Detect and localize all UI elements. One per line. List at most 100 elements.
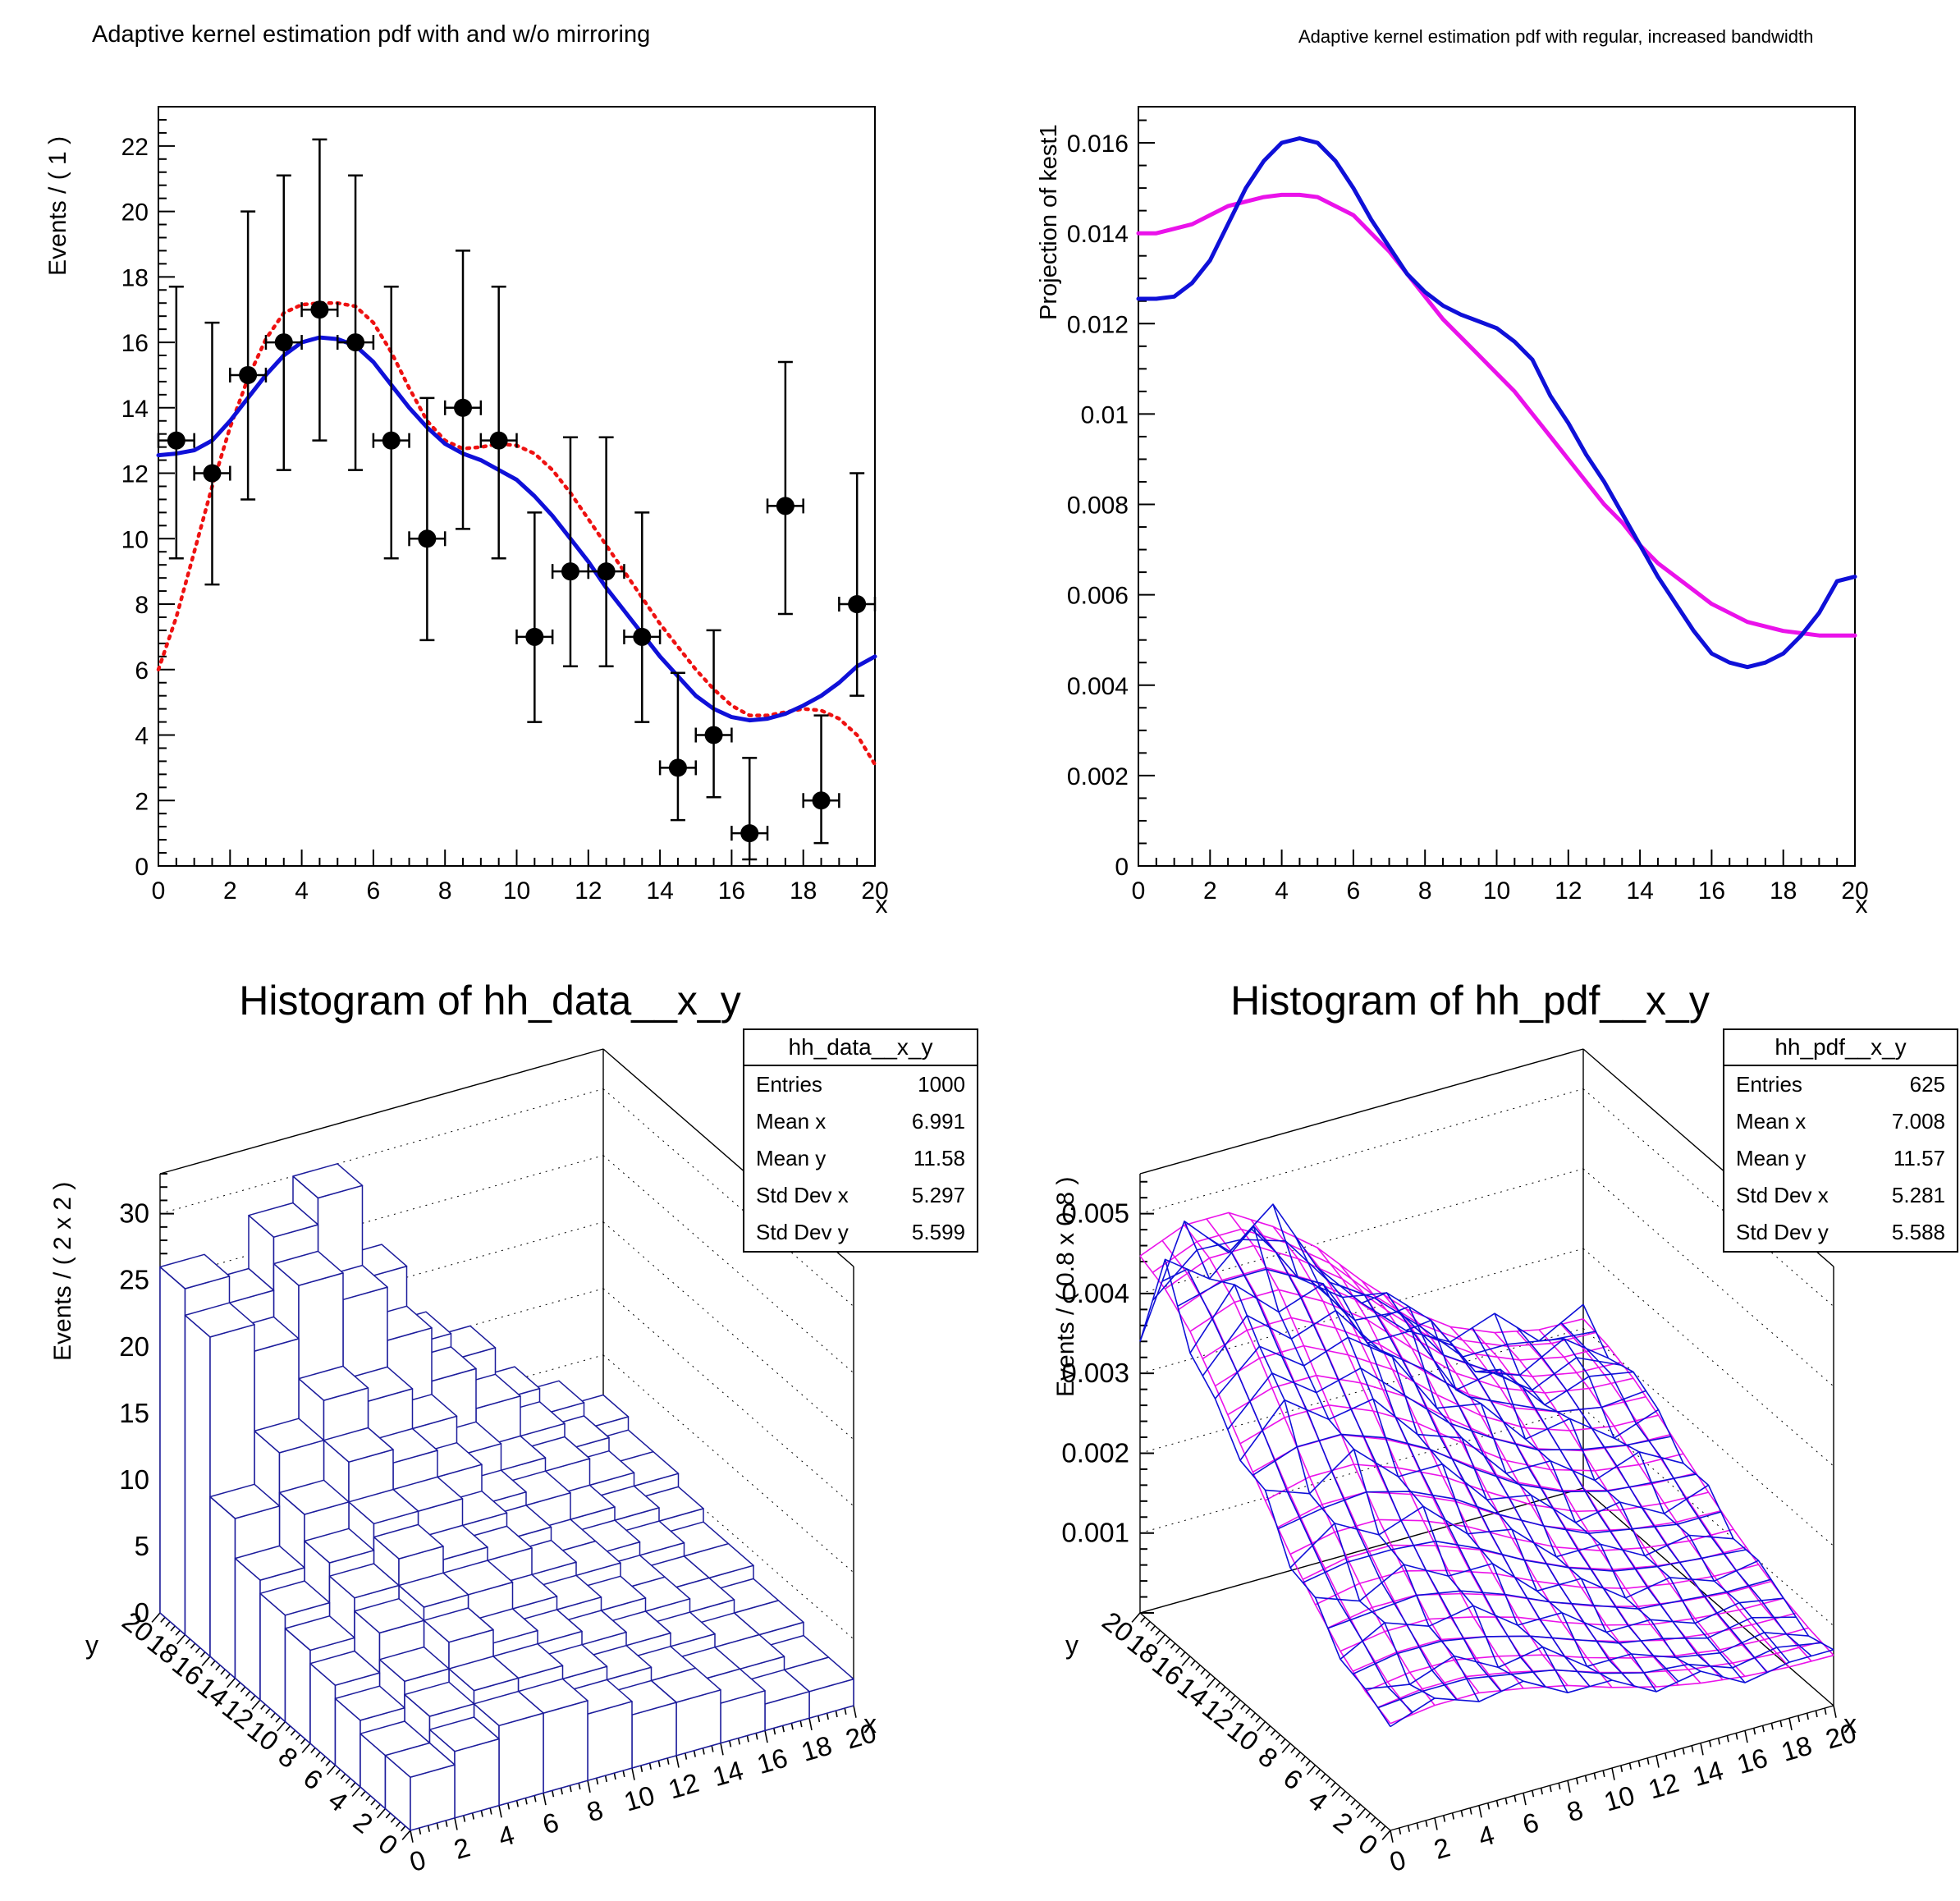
x-tick-label: 16: [753, 1743, 790, 1780]
z-tick-label: 25: [119, 1265, 149, 1295]
data-marker: [812, 791, 831, 810]
x-tick-label: 14: [1689, 1755, 1726, 1793]
pad4-title: Histogram of hh_pdf__x_y: [1230, 978, 1710, 1024]
y-tick-label: 6: [298, 1762, 328, 1795]
y-tick-label: 22: [121, 134, 149, 161]
z-tick-label: 15: [119, 1398, 149, 1428]
y-tick-label: 14: [121, 396, 149, 423]
data-marker: [633, 627, 652, 646]
x-tick-label: 10: [503, 877, 530, 905]
stats-label-std-y: Std Dev y: [1736, 1220, 1829, 1244]
x-tick-label: 4: [1275, 877, 1289, 905]
stats-value-entries: 625: [1909, 1072, 1945, 1097]
stats-label-std-x: Std Dev x: [1736, 1183, 1829, 1207]
pad3-x-axis-title: x: [863, 1709, 877, 1738]
x-tick-label: 8: [1418, 877, 1432, 905]
y-tick-label: 2: [1328, 1806, 1358, 1839]
y-tick-label: 10: [121, 526, 149, 553]
y-tick-label: 0.016: [1067, 131, 1129, 158]
data-marker: [167, 431, 185, 450]
x-axis: 0 2 4 6 8 10 12 14 16 18 20: [152, 850, 889, 905]
pad4-y-axis-title: y: [1065, 1630, 1078, 1660]
y-tick-label: 6: [135, 657, 149, 685]
x-tick-label: 4: [295, 877, 309, 905]
stats-title: hh_pdf__x_y: [1724, 1030, 1957, 1066]
data-marker: [776, 497, 795, 515]
y-tick-label: 0: [135, 854, 149, 881]
x-tick-label: 0: [406, 1844, 429, 1878]
data-marker: [597, 562, 616, 581]
stats-label-mean-x: Mean x: [1736, 1109, 1807, 1134]
x-tick-label: 0: [1386, 1844, 1409, 1878]
x-tick-label: 18: [1770, 877, 1797, 905]
y-tick-label: 18: [121, 264, 149, 291]
data-marker: [346, 333, 365, 352]
z-axis: 0.001 0.002 0.003 0.004 0.005: [1061, 1180, 1154, 1614]
z-tick-label: 5: [135, 1531, 149, 1561]
x-tick-label: 0: [1132, 877, 1146, 905]
stats-value-mean-y: 11.57: [1893, 1146, 1945, 1170]
y-tick-label: 8: [272, 1741, 303, 1774]
data-marker: [239, 365, 258, 384]
pad2-y-axis-title: Projection of kest1: [1036, 124, 1062, 320]
pad1-title: Adaptive kernel estimation pdf with and …: [92, 21, 651, 48]
stats-value-std-y: 5.599: [911, 1220, 965, 1244]
stats-label-mean-y: Mean y: [756, 1146, 827, 1170]
x-axis: 0 2 4 6 8 10 12 14 16 18 20: [1132, 850, 1869, 905]
data-marker: [274, 333, 293, 352]
stats-title: hh_data__x_y: [744, 1030, 977, 1066]
y-tick-label: 0.012: [1067, 311, 1129, 338]
data-marker: [704, 726, 723, 744]
data-marker: [382, 431, 401, 450]
plot-frame: [158, 106, 876, 867]
z-tick-label: 0.002: [1061, 1437, 1129, 1468]
x-tick-label: 18: [1778, 1729, 1815, 1767]
x-tick-label: 14: [646, 877, 673, 905]
surface-kernel-estimate: [1139, 1203, 1834, 1728]
y-tick-label: 0: [373, 1828, 403, 1861]
pad2-title: Adaptive kernel estimation pdf with regu…: [1298, 26, 1814, 47]
x-tick-label: 6: [539, 1807, 562, 1840]
stats-label-entries: Entries: [1736, 1072, 1802, 1097]
stats-box-hh-pdf: hh_pdf__x_y Entries 625 Mean x 7.008 Mean …: [1723, 1028, 1958, 1253]
y-tick-label: 2: [348, 1806, 378, 1839]
y-tick-label: 0.008: [1067, 492, 1129, 520]
x-tick-label: 18: [798, 1729, 835, 1767]
y-tick-label: 12: [121, 461, 149, 488]
y-tick-label: 0.006: [1067, 583, 1129, 610]
z-tick-label: 0.004: [1061, 1278, 1129, 1308]
y-tick-label: 0: [1353, 1828, 1383, 1861]
y-tick-label: 4: [135, 723, 149, 750]
x-tick-label: 8: [1564, 1794, 1587, 1828]
y-axis: 0 2 4 6 8 10 12 14 16 18 20 22: [121, 106, 175, 881]
data-marker: [203, 464, 222, 483]
data-marker: [454, 398, 473, 417]
data-marker: [561, 562, 579, 581]
x-tick-label: 8: [584, 1794, 607, 1828]
y-tick-label: 0.004: [1067, 673, 1129, 700]
y-tick-label: 4: [323, 1784, 353, 1817]
x-tick-label: 14: [1626, 877, 1653, 905]
pad4-z-axis-title: Events / ( 0.8 x 0.8 ): [1052, 1176, 1079, 1397]
x-tick-label: 4: [1475, 1819, 1498, 1853]
stats-value-std-y: 5.588: [1891, 1220, 1945, 1244]
surface-pdf-smooth: [1139, 1212, 1834, 1725]
y-tick-label: 8: [1252, 1741, 1283, 1774]
stats-label-std-x: Std Dev x: [756, 1183, 849, 1207]
y-tick-label: 0.014: [1067, 221, 1129, 248]
stats-label-std-y: Std Dev y: [756, 1220, 849, 1244]
x-tick-label: 10: [621, 1780, 657, 1817]
z-tick-label: 0.003: [1061, 1358, 1129, 1388]
stats-value-std-x: 5.281: [1891, 1183, 1945, 1207]
pad-kernel-bandwidth: 0 2 4 6 8 10 12 14 16 18 20 0 0.002 0.004 0.006 0.008 0.…: [1067, 106, 1869, 905]
x-tick-label: 6: [1519, 1807, 1542, 1840]
stats-value-mean-x: 6.991: [911, 1109, 965, 1134]
y-tick-label: 0.01: [1081, 401, 1129, 428]
data-marker: [489, 431, 508, 450]
z-axis: 0 5 10 15 20 25 30: [119, 1173, 174, 1628]
x-tick-label: 20: [1841, 877, 1868, 905]
x-tick-label: 2: [1203, 877, 1217, 905]
x-tick-label: 2: [223, 877, 237, 905]
